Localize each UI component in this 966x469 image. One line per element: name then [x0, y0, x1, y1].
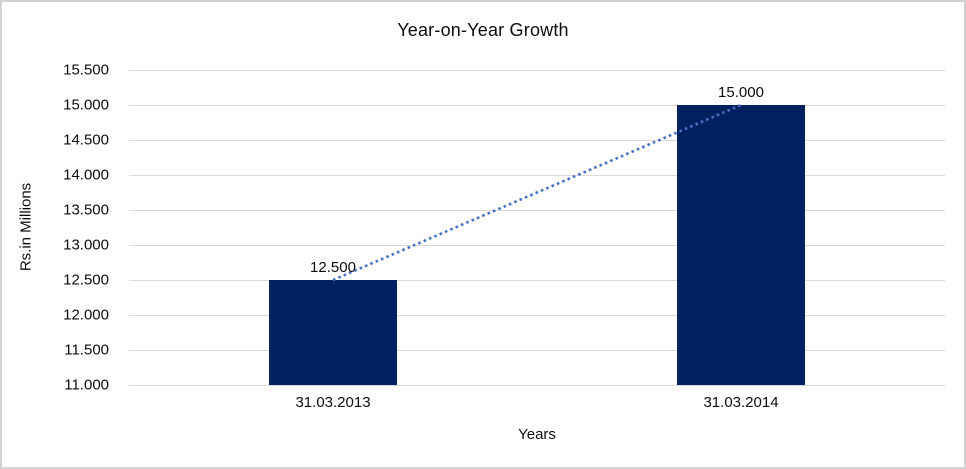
- y-tick-label: 13.000: [63, 236, 109, 254]
- bar: [269, 280, 397, 385]
- y-tick-label: 14.000: [63, 166, 109, 184]
- y-tick-label: 12.000: [63, 306, 109, 324]
- data-label: 15.000: [718, 84, 764, 101]
- data-label: 12.500: [310, 259, 356, 276]
- x-tick-label: 31.03.2013: [295, 394, 371, 411]
- gridline: [129, 174, 945, 176]
- plot-area: 12.500 15.000: [129, 69, 945, 386]
- gridline: [129, 314, 945, 316]
- y-tick-label: 12.500: [63, 271, 109, 289]
- gridline: [129, 279, 945, 281]
- chart-title: Year-on-Year Growth: [397, 20, 569, 40]
- gridline: [129, 69, 945, 71]
- gridline: [129, 139, 945, 141]
- x-axis-tick-area: 31.03.2013 31.03.2014: [129, 394, 945, 414]
- gridline: [129, 209, 945, 211]
- y-tick-label: 13.500: [63, 201, 109, 219]
- y-tick-label: 15.000: [63, 96, 109, 114]
- gridline: [129, 349, 945, 351]
- y-tick-label: 11.500: [64, 341, 109, 359]
- x-axis-title: Years: [518, 426, 556, 443]
- gridline: [129, 244, 945, 246]
- y-tick-label: 11.000: [64, 376, 109, 394]
- y-axis-tick-area: 11.000 11.500 12.000 12.500 13.000 13.500 14.0…: [2, 62, 119, 394]
- y-tick-label: 14.500: [63, 131, 109, 149]
- x-tick-label: 31.03.2014: [703, 394, 779, 411]
- bar: [677, 105, 805, 385]
- gridline: [129, 384, 945, 386]
- y-tick-label: 15.500: [63, 61, 109, 79]
- gridline: [129, 104, 945, 106]
- trendline: [332, 103, 742, 282]
